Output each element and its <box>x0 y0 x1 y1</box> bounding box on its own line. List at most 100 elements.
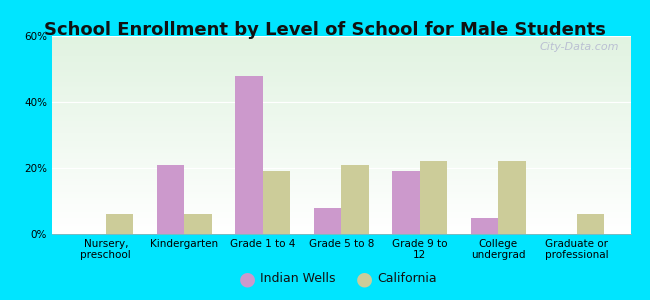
Bar <box>52 121 630 123</box>
Bar <box>52 141 630 143</box>
Bar <box>52 163 630 165</box>
Bar <box>341 165 369 234</box>
Bar <box>52 194 630 196</box>
Bar <box>157 165 184 234</box>
Bar <box>577 214 604 234</box>
Bar <box>52 117 630 119</box>
Bar <box>52 68 630 70</box>
Bar <box>52 137 630 139</box>
Bar <box>52 208 630 210</box>
Bar <box>52 76 630 78</box>
Bar <box>52 58 630 60</box>
Bar <box>52 218 630 220</box>
Bar <box>52 105 630 107</box>
Bar <box>314 208 341 234</box>
Bar <box>52 95 630 98</box>
Bar <box>52 220 630 222</box>
Bar <box>52 139 630 141</box>
Bar <box>471 218 499 234</box>
Bar <box>52 129 630 131</box>
Bar <box>420 161 447 234</box>
Bar <box>52 232 630 234</box>
Bar <box>52 36 630 38</box>
Bar <box>52 143 630 145</box>
Text: City-Data.com: City-Data.com <box>540 42 619 52</box>
Bar <box>52 64 630 66</box>
Bar <box>52 46 630 48</box>
Bar <box>52 204 630 206</box>
Bar <box>52 181 630 182</box>
Bar <box>52 98 630 99</box>
Bar <box>52 226 630 228</box>
Bar <box>52 147 630 149</box>
Bar <box>52 190 630 192</box>
Bar <box>52 167 630 169</box>
Bar <box>52 60 630 62</box>
Bar <box>52 171 630 172</box>
Bar <box>52 192 630 194</box>
Bar <box>52 175 630 177</box>
Bar <box>52 131 630 133</box>
Bar <box>52 149 630 151</box>
Bar <box>52 119 630 121</box>
Bar <box>52 178 630 181</box>
Bar <box>52 50 630 52</box>
Bar <box>106 214 133 234</box>
Bar <box>52 101 630 103</box>
Bar <box>52 38 630 40</box>
Bar <box>52 198 630 200</box>
Bar <box>52 80 630 82</box>
Bar <box>52 78 630 80</box>
Bar <box>52 224 630 226</box>
Bar <box>52 66 630 68</box>
Bar <box>52 115 630 117</box>
Text: California: California <box>377 272 437 286</box>
Text: School Enrollment by Level of School for Male Students: School Enrollment by Level of School for… <box>44 21 606 39</box>
Bar <box>52 85 630 88</box>
Bar <box>499 161 526 234</box>
Bar <box>52 182 630 184</box>
Bar <box>52 202 630 204</box>
Bar <box>52 188 630 190</box>
Bar <box>52 145 630 147</box>
Bar <box>52 127 630 129</box>
Bar <box>52 161 630 163</box>
Bar <box>52 200 630 202</box>
Bar <box>52 169 630 171</box>
Bar <box>52 62 630 64</box>
Bar <box>52 165 630 167</box>
Bar <box>52 172 630 175</box>
Bar <box>52 212 630 214</box>
Bar <box>52 222 630 224</box>
Bar <box>52 214 630 216</box>
Bar <box>52 54 630 56</box>
Text: Indian Wells: Indian Wells <box>260 272 335 286</box>
Bar <box>52 159 630 161</box>
Bar <box>52 187 630 188</box>
Bar <box>52 70 630 72</box>
Bar <box>52 72 630 74</box>
Bar <box>52 109 630 111</box>
Bar <box>52 210 630 212</box>
Bar <box>52 52 630 54</box>
Bar <box>52 48 630 50</box>
Bar <box>52 206 630 208</box>
Bar <box>52 83 630 85</box>
Text: ●: ● <box>356 269 372 289</box>
Bar <box>52 103 630 105</box>
Bar <box>52 155 630 157</box>
Text: ●: ● <box>239 269 255 289</box>
Bar <box>52 228 630 230</box>
Bar <box>52 153 630 155</box>
Bar <box>52 196 630 198</box>
Bar <box>52 151 630 153</box>
Bar <box>52 93 630 95</box>
Bar <box>52 123 630 125</box>
Bar <box>52 107 630 109</box>
Bar <box>52 184 630 187</box>
Bar <box>52 157 630 159</box>
Bar <box>184 214 212 234</box>
Bar <box>52 113 630 115</box>
Bar <box>52 216 630 218</box>
Bar <box>52 44 630 46</box>
